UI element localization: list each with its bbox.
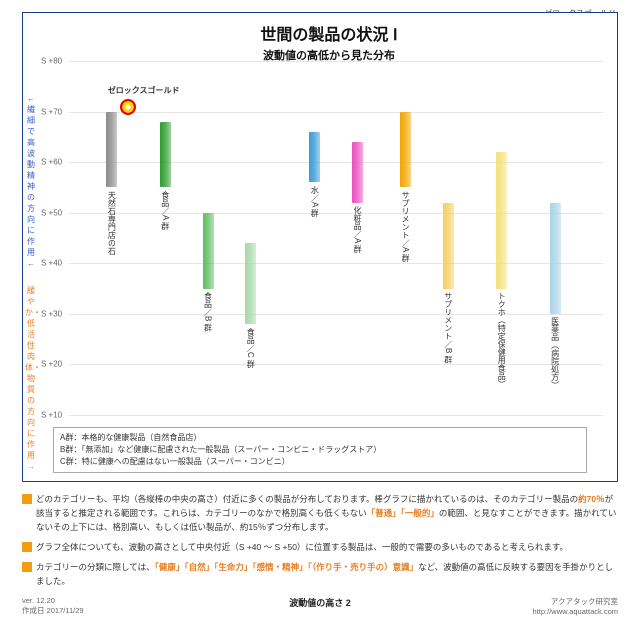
legend-c: C群：特に健康への配慮はない一般製品（スーパー・コンビニ） xyxy=(60,456,580,468)
bar xyxy=(309,132,320,183)
cat-label: サプリメント／B 群 xyxy=(443,292,453,364)
note-row: どのカテゴリーも、平均（各縦棒の中央の高さ）付近に多くの製品が分布しております。… xyxy=(22,492,618,534)
page-label: 波動値の高さ 2 xyxy=(289,596,351,609)
ytick: S +20 xyxy=(41,360,62,369)
ytick: S +70 xyxy=(41,107,62,116)
cat-label: 食品／A 群 xyxy=(160,191,170,230)
bar xyxy=(106,112,117,188)
legend-b: B群：「無添加」など健康に配慮された一般製品（スーパー・コンビニ・ドラッグストア… xyxy=(60,444,580,456)
legend-box: A群：本格的な健康製品（自然食品店） B群：「無添加」など健康に配慮された一般製… xyxy=(53,427,587,473)
highlight-marker xyxy=(119,98,137,116)
bar xyxy=(245,243,256,324)
ytick: S +10 xyxy=(41,411,62,420)
ver: ver. 12.20 xyxy=(22,596,84,605)
cat-label: 化粧品／A 群 xyxy=(352,206,362,253)
bar xyxy=(496,152,507,289)
cat-label: 食品／B 群 xyxy=(203,292,213,332)
cat-label: 食品／C 群 xyxy=(245,328,255,368)
footer: ver. 12.20 作成日 2017/11/29 波動値の高さ 2 アクアタッ… xyxy=(22,596,618,616)
cat-label: 医薬品（病院処方） xyxy=(550,317,560,389)
bullet-icon xyxy=(22,542,32,552)
ytick: S +60 xyxy=(41,158,62,167)
side-bottom: 緩やか・低活性 肉体・物質の方向に作用 → xyxy=(25,285,37,472)
cat-label: サプリメント／A 群 xyxy=(400,191,410,262)
ytick: S +40 xyxy=(41,259,62,268)
note-row: カテゴリーの分類に際しては、「健康」「自然」「生命力」「感情・精神」「（作り手・… xyxy=(22,560,618,588)
bar xyxy=(203,213,214,289)
plot-area: S +10S +20S +30S +40S +50S +60S +70S +80… xyxy=(69,61,603,415)
bar xyxy=(400,112,411,188)
bullet-icon xyxy=(22,562,32,572)
note-text: カテゴリーの分類に際しては、「健康」「自然」「生命力」「感情・精神」「（作り手・… xyxy=(36,560,618,588)
highlight-label: ゼロックスゴールド xyxy=(108,85,180,96)
legend-a: A群：本格的な健康製品（自然食品店） xyxy=(60,432,580,444)
cat-label: トクホ（特定保健用食品） xyxy=(496,292,506,388)
url: http://www.aquattack.com xyxy=(533,607,618,616)
note-text: どのカテゴリーも、平均（各縦棒の中央の高さ）付近に多くの製品が分布しております。… xyxy=(36,492,618,534)
bar xyxy=(352,142,363,203)
notes: どのカテゴリーも、平均（各縦棒の中央の高さ）付近に多くの製品が分布しております。… xyxy=(22,492,618,588)
cat-label: 水／A 群 xyxy=(309,186,319,217)
chart-title: 世間の製品の状況 Ⅰ xyxy=(51,21,607,45)
ytick: S +30 xyxy=(41,309,62,318)
chart-panel: 世間の製品の状況 Ⅰ 波動値の高低から見た分布 ← 繊細で高波動 精神の方向に作… xyxy=(22,12,618,482)
date: 作成日 2017/11/29 xyxy=(22,605,84,616)
ytick: S +50 xyxy=(41,208,62,217)
note-text: グラフ全体についても、波動の高さとして中央付近（S +40 ～ S +50）に位… xyxy=(36,540,568,554)
bullet-icon xyxy=(22,494,32,504)
note-row: グラフ全体についても、波動の高さとして中央付近（S +40 ～ S +50）に位… xyxy=(22,540,618,554)
y-side-label: ← 繊細で高波動 精神の方向に作用 ← 緩やか・低活性 肉体・物質の方向に作用 … xyxy=(25,93,37,472)
cat-label: 天然石専門店の石 xyxy=(106,191,116,255)
bar xyxy=(550,203,561,314)
bar xyxy=(443,203,454,289)
org: アクアタック研究室 xyxy=(533,596,618,607)
ytick: S +80 xyxy=(41,57,62,66)
side-top: ← 繊細で高波動 精神の方向に作用 ← xyxy=(25,93,37,269)
bar xyxy=(160,122,171,188)
